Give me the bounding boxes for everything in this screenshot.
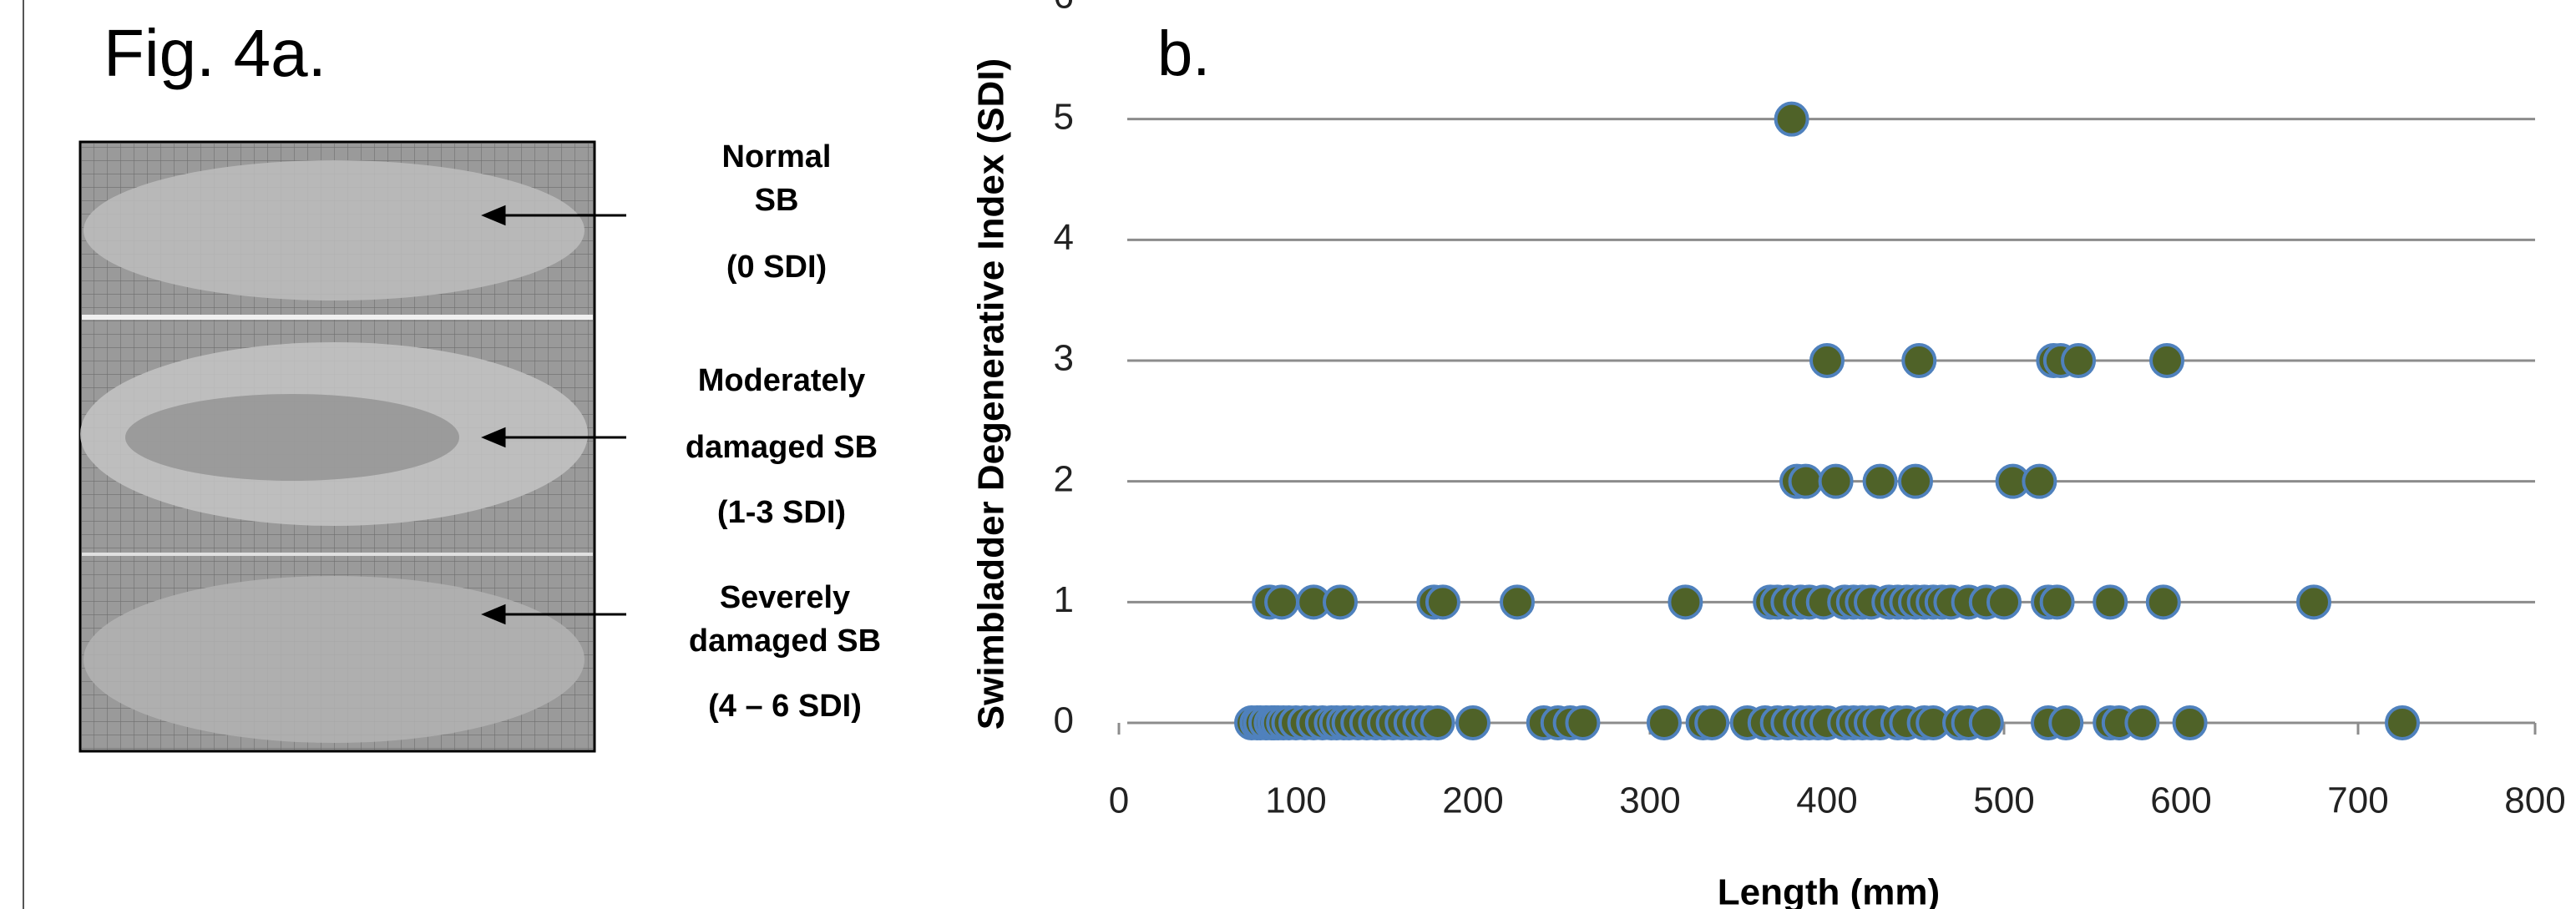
x-tick-label: 700 [2327,780,2388,821]
point [1264,584,1300,620]
figure-label: Fig. 4a. [104,16,326,90]
point [2145,584,2181,620]
point [1323,584,1358,620]
x-tick-label: 500 [1973,780,2034,821]
point [1500,584,1535,620]
photo-label: (1-3 SDI) [717,495,846,530]
x-tick-label: 0 [1109,780,1129,821]
x-axis-title: Length (mm) [1718,872,1940,909]
point [2149,343,2185,378]
photo-label: Normal [722,139,832,174]
y-tick-label: 3 [1054,338,1074,379]
point [2048,705,2084,740]
photo-label: damaged SB [689,624,881,659]
point [1809,343,1845,378]
point [1898,463,1933,499]
point [2061,343,2097,378]
point [1986,584,2022,620]
y-tick-label: 6 [1054,0,1074,17]
photo-label: Severely [720,580,850,615]
y-tick-label: 2 [1054,458,1074,499]
point [2093,584,2128,620]
point [1420,705,1455,740]
y-tick-label: 0 [1054,700,1074,741]
photo-label: (4 – 6 SDI) [708,689,862,724]
point [2039,584,2075,620]
x-tick-label: 400 [1796,780,1857,821]
point [1968,705,2004,740]
point [1901,343,1937,378]
x-tick-label: 600 [2150,780,2211,821]
point [2124,705,2160,740]
photo-label: SB [755,183,799,218]
x-tick-label: 100 [1265,780,1326,821]
arrows [481,205,626,625]
y-tick-label: 1 [1054,579,1074,620]
point [1694,705,1730,740]
chart-title: b. [1157,18,1210,89]
y-tick-label: 4 [1054,217,1074,258]
point [1425,584,1460,620]
x-tick-label: 300 [1619,780,1680,821]
point [1862,463,1898,499]
photo-label: Moderately [698,363,866,398]
point [1646,705,1682,740]
point [2296,584,2331,620]
photo-label: (0 SDI) [726,250,827,285]
point [2172,705,2208,740]
x-tick-label: 200 [1442,780,1503,821]
point [1565,705,1601,740]
point [1788,463,1824,499]
y-axis-title: Swimbladder Degenerative Index (SDI) [971,58,1012,730]
point [1818,463,1854,499]
point [2022,463,2057,499]
point [2385,705,2420,740]
x-tick-label: 800 [2504,780,2565,821]
photo [78,140,596,753]
photo-label: damaged SB [686,430,878,465]
y-tick-label: 5 [1054,96,1074,137]
point [1774,101,1809,137]
point [1455,705,1490,740]
point [1668,584,1703,620]
